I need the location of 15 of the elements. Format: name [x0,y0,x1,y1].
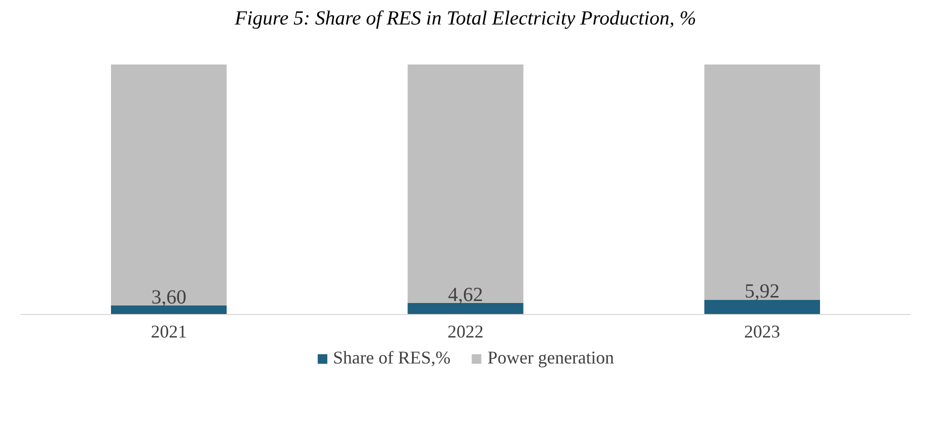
data-label: 4,62 [448,284,483,306]
data-label: 5,92 [744,280,780,303]
bar [408,64,524,303]
legend-label: Power generation [488,348,614,368]
bar [110,64,227,306]
data-label: 3,60 [151,286,186,308]
x-tick-label: 2022 [448,322,484,342]
x-tick-label: 2021 [150,322,187,342]
x-tick-label: 2023 [744,322,780,342]
bar [110,306,227,314]
bar [704,300,820,314]
legend-label: Share of RES,% [333,348,451,368]
chart-title: Figure 5: Share of RES in Total Electricity Production, % [234,8,696,30]
bar [704,64,820,300]
bar [408,302,524,314]
